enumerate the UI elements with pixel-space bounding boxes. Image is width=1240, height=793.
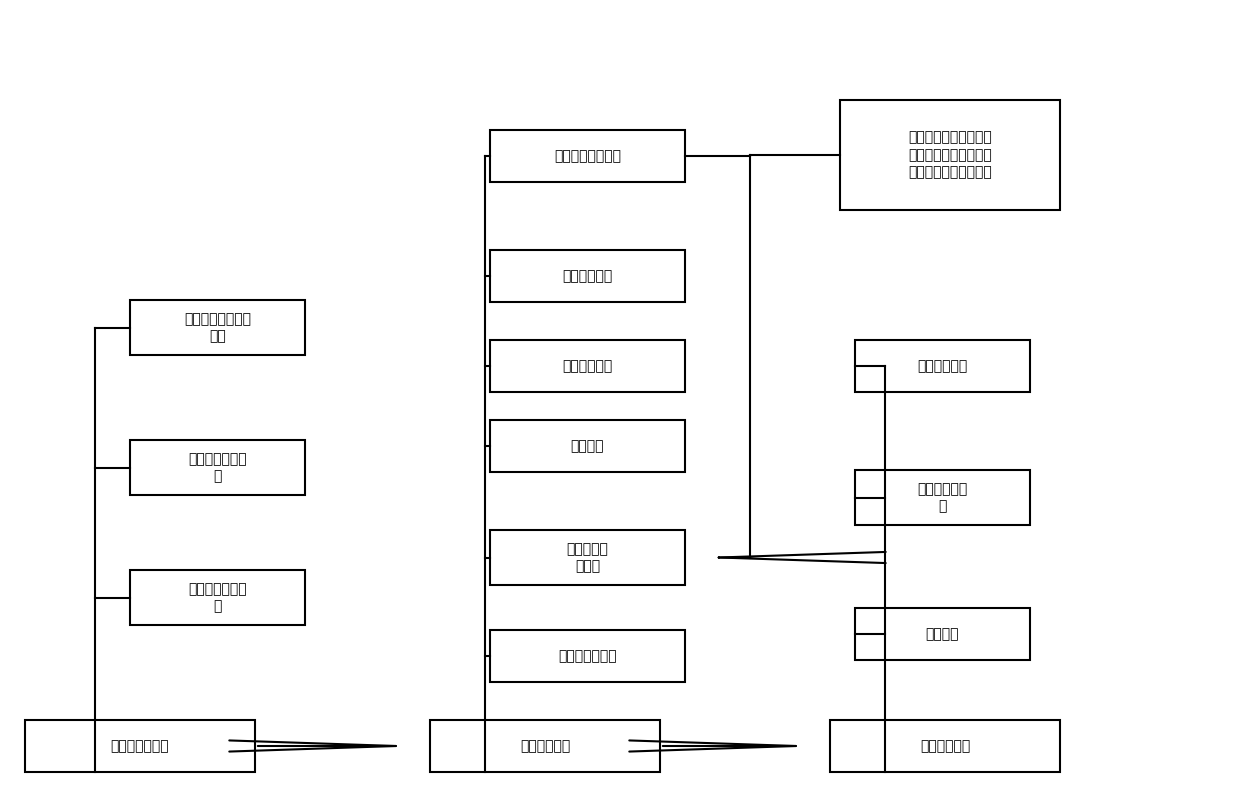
FancyBboxPatch shape (490, 530, 684, 585)
FancyBboxPatch shape (490, 130, 684, 182)
Text: 进程间通讯模块: 进程间通讯模块 (558, 649, 616, 663)
Text: 数据通讯模块: 数据通讯模块 (918, 359, 967, 373)
Text: 信息交流函数模
块: 信息交流函数模 块 (188, 582, 247, 613)
FancyBboxPatch shape (856, 340, 1030, 392)
FancyBboxPatch shape (430, 720, 660, 772)
FancyBboxPatch shape (130, 440, 305, 495)
FancyBboxPatch shape (490, 250, 684, 302)
Text: 报告和记录模
块: 报告和记录模 块 (918, 482, 967, 513)
FancyBboxPatch shape (830, 720, 1060, 772)
Text: 数据的录入模块: 数据的录入模块 (110, 739, 170, 753)
Text: 存储空间管理模
块: 存储空间管理模 块 (188, 452, 247, 483)
Text: 跟踪模块: 跟踪模块 (570, 439, 604, 453)
FancyBboxPatch shape (130, 300, 305, 355)
Text: 设定计算模块: 设定计算模块 (563, 359, 613, 373)
Text: 信息执行模块: 信息执行模块 (920, 739, 970, 753)
FancyBboxPatch shape (130, 570, 305, 625)
FancyBboxPatch shape (856, 470, 1030, 525)
Text: 信息传输模块: 信息传输模块 (520, 739, 570, 753)
Text: 数据采集处理模块: 数据采集处理模块 (554, 149, 621, 163)
Text: 模型调用模块: 模型调用模块 (563, 269, 613, 283)
Text: 相关系统信息交流
模块: 相关系统信息交流 模块 (184, 312, 250, 343)
Text: 初始数据输
入模块: 初始数据输 入模块 (567, 542, 609, 573)
FancyBboxPatch shape (839, 100, 1060, 210)
Text: 人机界面: 人机界面 (926, 627, 960, 641)
FancyBboxPatch shape (25, 720, 255, 772)
FancyBboxPatch shape (490, 340, 684, 392)
Text: 钢种、原料厚度、长度
及板坯的入口温度、厚
度初始值，产品目标值: 钢种、原料厚度、长度 及板坯的入口温度、厚 度初始值，产品目标值 (908, 131, 992, 179)
FancyBboxPatch shape (490, 420, 684, 472)
FancyBboxPatch shape (856, 608, 1030, 660)
FancyBboxPatch shape (490, 630, 684, 682)
